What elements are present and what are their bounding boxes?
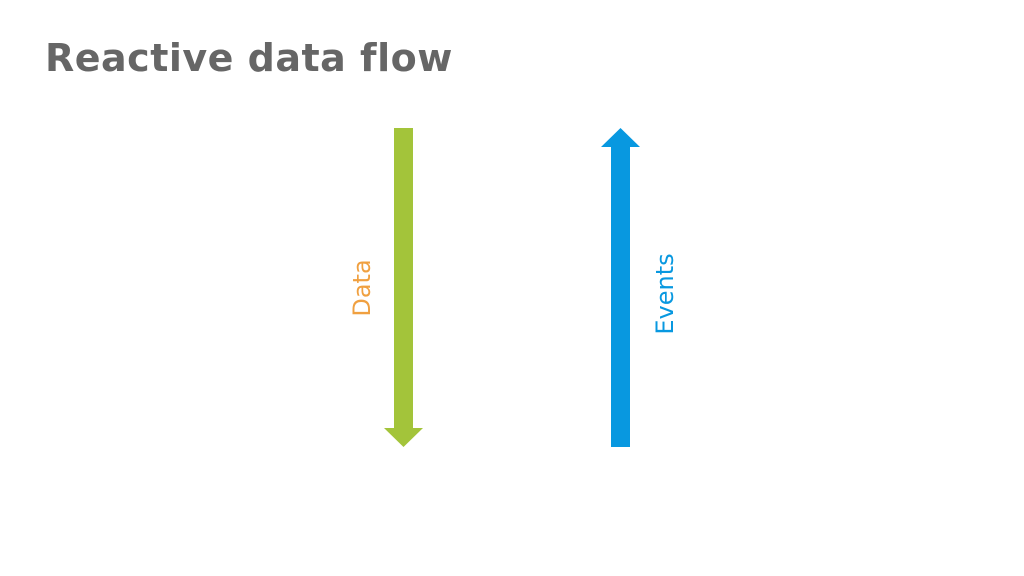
events-arrow-up	[601, 128, 640, 447]
data-label: Data	[348, 259, 376, 317]
events-label: Events	[651, 253, 679, 335]
slide-title: Reactive data flow	[45, 36, 453, 80]
data-arrow-down	[384, 128, 423, 447]
